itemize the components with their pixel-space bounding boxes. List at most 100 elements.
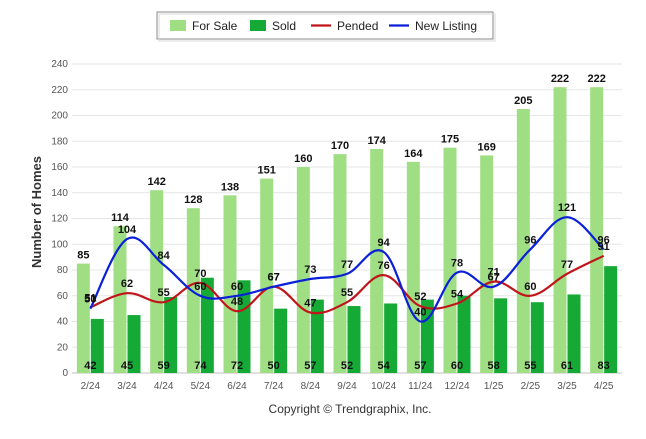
x-tick-label: 3/25 xyxy=(557,381,577,392)
y-tick-label: 0 xyxy=(62,368,68,379)
label-sold: 74 xyxy=(194,360,207,372)
x-tick-label: 7/24 xyxy=(264,381,284,392)
bar-sold xyxy=(274,308,288,373)
bar-for-sale xyxy=(480,155,494,373)
grid-lines xyxy=(72,63,622,374)
bar-for-sale xyxy=(516,109,530,373)
label-new-listing: 104 xyxy=(118,224,137,236)
legend-swatch xyxy=(250,20,266,31)
bar-sold xyxy=(164,297,178,373)
label-pended: 54 xyxy=(451,288,464,300)
label-sold: 45 xyxy=(121,360,133,372)
bar-for-sale xyxy=(406,161,420,373)
label-new-listing: 73 xyxy=(304,264,316,276)
y-tick-label: 80 xyxy=(57,265,69,276)
label-sold: 50 xyxy=(268,360,280,372)
label-sold: 83 xyxy=(598,360,610,372)
label-pended: 55 xyxy=(341,287,353,299)
bar-sold xyxy=(494,298,508,373)
y-tick-label: 100 xyxy=(51,239,68,250)
label-new-listing: 60 xyxy=(231,281,243,293)
x-tick-label: 10/24 xyxy=(371,381,396,392)
label-new-listing: 60 xyxy=(194,281,206,293)
label-pended: 71 xyxy=(488,267,500,279)
bar-for-sale xyxy=(76,263,90,373)
label-pended: 76 xyxy=(378,260,390,272)
label-for-sale: 160 xyxy=(294,153,312,165)
label-new-listing: 96 xyxy=(598,234,610,246)
x-tick-label: 9/24 xyxy=(337,381,357,392)
bar-sold xyxy=(420,299,434,373)
legend-label: Sold xyxy=(272,19,296,33)
label-for-sale: 128 xyxy=(184,194,202,206)
bar-sold xyxy=(347,306,361,373)
bars xyxy=(76,87,618,374)
y-tick-label: 200 xyxy=(51,111,68,122)
bar-sold xyxy=(310,299,324,373)
y-tick-label: 180 xyxy=(51,136,68,147)
label-pended: 70 xyxy=(194,268,206,280)
label-sold: 55 xyxy=(524,360,536,372)
y-tick-label: 60 xyxy=(57,291,69,302)
bar-for-sale xyxy=(443,147,457,373)
legend-label: For Sale xyxy=(192,19,238,33)
legend-label: New Listing xyxy=(415,19,477,33)
y-tick-label: 40 xyxy=(57,317,69,328)
bar-for-sale xyxy=(553,87,567,374)
label-for-sale: 222 xyxy=(551,73,569,85)
bar-for-sale xyxy=(113,226,127,373)
x-tick-label: 6/24 xyxy=(227,381,247,392)
x-tick-label: 2/24 xyxy=(81,381,101,392)
y-axis-ticks: 0 20 40 60 80 100 120 140 160 180 200 220 240 xyxy=(51,59,68,379)
label-sold: 61 xyxy=(561,360,573,372)
label-for-sale: 169 xyxy=(477,141,495,153)
bar-for-sale xyxy=(260,178,274,373)
bar-sold xyxy=(384,303,398,373)
label-sold: 54 xyxy=(378,360,391,372)
label-sold: 60 xyxy=(451,360,463,372)
label-sold: 52 xyxy=(341,360,353,372)
label-new-listing: 50 xyxy=(84,294,96,306)
bar-sold xyxy=(604,266,618,373)
bar-sold xyxy=(237,280,251,373)
bar-sold xyxy=(90,318,104,373)
x-tick-label: 4/24 xyxy=(154,381,174,392)
copyright-text: Copyright © Trendgraphix, Inc. xyxy=(269,402,432,416)
bar-sold xyxy=(457,295,471,373)
bar-for-sale xyxy=(370,148,384,373)
x-tick-label: 5/24 xyxy=(191,381,211,392)
label-for-sale: 175 xyxy=(441,134,459,146)
label-new-listing: 40 xyxy=(414,307,426,319)
label-pended: 67 xyxy=(268,272,280,284)
legend: For Sale Sold Pended New Listing xyxy=(156,11,496,42)
bar-for-sale xyxy=(223,195,237,373)
bar-for-sale xyxy=(150,190,164,373)
label-new-listing: 67 xyxy=(268,272,280,284)
x-tick-label: 2/25 xyxy=(521,381,541,392)
line-new-listing xyxy=(89,216,605,323)
label-pended: 51 xyxy=(84,292,96,304)
legend-swatch xyxy=(170,20,186,31)
bar-for-sale xyxy=(296,167,310,373)
label-for-sale: 114 xyxy=(111,212,130,224)
label-for-sale: 85 xyxy=(77,250,89,262)
x-tick-label: 4/25 xyxy=(594,381,614,392)
label-sold: 59 xyxy=(158,360,170,372)
label-for-sale: 138 xyxy=(221,181,239,193)
bar-sold xyxy=(200,277,214,373)
label-for-sale: 142 xyxy=(147,176,165,188)
label-new-listing: 78 xyxy=(451,258,463,270)
label-for-sale: 174 xyxy=(367,135,386,147)
bar-sold xyxy=(567,294,581,373)
bar-sold xyxy=(127,315,141,373)
y-tick-label: 220 xyxy=(51,85,68,96)
label-new-listing: 121 xyxy=(558,202,576,214)
x-tick-label: 3/24 xyxy=(117,381,137,392)
y-tick-label: 20 xyxy=(57,342,69,353)
label-new-listing: 94 xyxy=(378,237,391,249)
y-tick-label: 160 xyxy=(51,162,68,173)
bar-sold xyxy=(530,302,544,373)
label-pended: 91 xyxy=(598,241,610,253)
